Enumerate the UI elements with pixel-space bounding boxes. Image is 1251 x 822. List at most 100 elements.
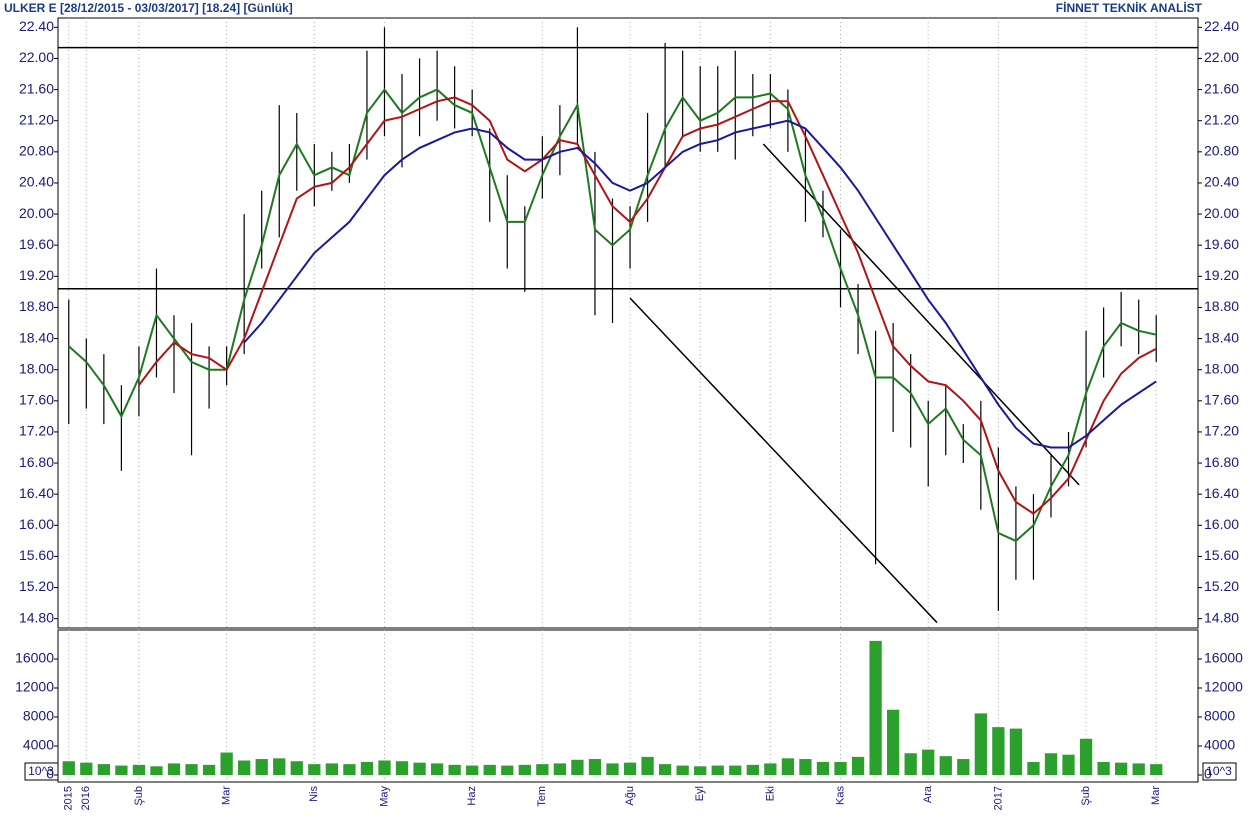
y-tick-label: 16.00: [19, 516, 54, 532]
x-tick-label: 2015: [63, 786, 75, 810]
y-tick-label: 18.80: [1204, 298, 1239, 314]
volume-bar: [851, 756, 865, 775]
volume-bar: [132, 764, 146, 775]
volume-bar: [273, 758, 286, 775]
x-tick-label: Mar: [1150, 786, 1162, 805]
y-tick-label: 16000: [15, 650, 54, 666]
y-tick-label: 21.20: [19, 111, 54, 127]
volume-bar: [466, 765, 479, 775]
volume-bar: [729, 765, 742, 775]
y-tick-label: 15.20: [1204, 578, 1239, 594]
y-tick-label: 16000: [1204, 650, 1243, 666]
volume-bar: [518, 764, 531, 775]
volume-bar: [781, 758, 795, 775]
volume-bar: [939, 756, 952, 775]
x-tick-label: May: [378, 786, 390, 807]
volume-bar: [413, 762, 426, 775]
x-tick-label: Tem: [536, 786, 548, 807]
volume-bar: [869, 640, 882, 775]
y-tick-label: 16.80: [19, 454, 54, 470]
y-tick-label: 22.00: [1204, 49, 1239, 65]
volume-bar: [641, 756, 654, 775]
volume-bar: [80, 762, 93, 775]
volume-bar: [185, 764, 198, 775]
volume-bar: [658, 764, 672, 775]
volume-bar: [325, 763, 339, 775]
y-tick-label: 22.40: [1204, 18, 1239, 34]
unit-label: 10^3: [28, 764, 54, 778]
y-tick-label: 4000: [1204, 737, 1235, 753]
volume-bar: [588, 759, 602, 775]
volume-bar: [1115, 762, 1128, 775]
volume-bar: [764, 763, 777, 775]
volume-bar: [290, 761, 303, 775]
x-tick-label: Ara: [922, 785, 934, 803]
volume-bar: [1027, 761, 1040, 775]
volume-bar: [904, 753, 917, 775]
volume-bar: [150, 766, 163, 775]
y-tick-label: 20.40: [19, 174, 54, 190]
volume-bar: [62, 761, 75, 775]
y-tick-label: 18.00: [1204, 360, 1239, 376]
y-tick-label: 21.60: [19, 80, 54, 96]
y-tick-label: 20.00: [1204, 205, 1239, 221]
unit-box: [24, 762, 59, 781]
y-tick-label: 16.40: [19, 485, 54, 501]
volume-bar: [1044, 753, 1058, 775]
y-tick-label: 16.40: [1204, 485, 1239, 501]
volume-bar: [992, 727, 1005, 775]
y-tick-label: 12000: [1204, 679, 1243, 695]
x-tick-label: Şub: [1080, 786, 1092, 806]
y-tick-label: 22.40: [19, 18, 54, 34]
y-tick-label: 14.80: [1204, 609, 1239, 625]
y-tick-label: 15.20: [19, 578, 54, 594]
volume-bar: [676, 765, 689, 775]
volume-bar: [711, 765, 724, 775]
chart-title: ULKER E [28/12/2015 - 03/03/2017] [18.24…: [4, 1, 293, 15]
y-tick-label: 21.20: [1204, 111, 1239, 127]
volume-bar: [483, 764, 496, 775]
y-tick-label: 16.00: [1204, 516, 1239, 532]
y-tick-label: 20.40: [1204, 174, 1239, 190]
y-tick-label: 14.80: [19, 609, 54, 625]
y-tick-label: 18.80: [19, 298, 54, 314]
volume-bar: [430, 763, 444, 775]
x-tick-label: Nis: [308, 786, 320, 802]
y-tick-label: 21.60: [1204, 80, 1239, 96]
volume-bar: [974, 713, 987, 775]
y-tick-label: 19.20: [1204, 267, 1239, 283]
y-tick-label: 17.60: [19, 392, 54, 408]
moving-average: [243, 119, 1157, 449]
trend-line: [629, 297, 938, 624]
x-tick-label: Eki: [764, 786, 776, 801]
volume-bar: [922, 749, 935, 775]
volume-bar: [1097, 761, 1110, 775]
y-tick-label: 22.00: [19, 49, 54, 65]
y-tick-label: 8000: [23, 708, 54, 724]
y-tick-label: 20.00: [19, 205, 54, 221]
volume-bar: [1009, 728, 1023, 775]
volume-bar: [238, 760, 251, 775]
volume-bar: [886, 709, 900, 775]
y-tick-label: 8000: [1204, 708, 1235, 724]
y-tick-label: 4000: [23, 737, 54, 753]
volume-bar: [343, 764, 356, 775]
y-tick-label: 17.60: [1204, 392, 1239, 408]
volume-bar: [308, 764, 321, 775]
volume-bar: [957, 759, 970, 775]
volume-bar: [255, 759, 268, 775]
volume-bar: [1132, 763, 1145, 775]
y-tick-label: 20.80: [1204, 143, 1239, 159]
volume-panel: [57, 629, 1199, 783]
volume-bar: [834, 761, 847, 775]
brand: FİNNET TEKNİK ANALİST: [1056, 0, 1203, 15]
price-panel: [57, 17, 1199, 629]
y-tick-label: 12000: [15, 679, 54, 695]
volume-bar: [571, 759, 584, 775]
y-tick-label: 17.20: [1204, 423, 1239, 439]
x-tick-label: 2016: [80, 786, 92, 810]
volume-bar: [536, 764, 549, 775]
volume-bar: [115, 765, 128, 775]
